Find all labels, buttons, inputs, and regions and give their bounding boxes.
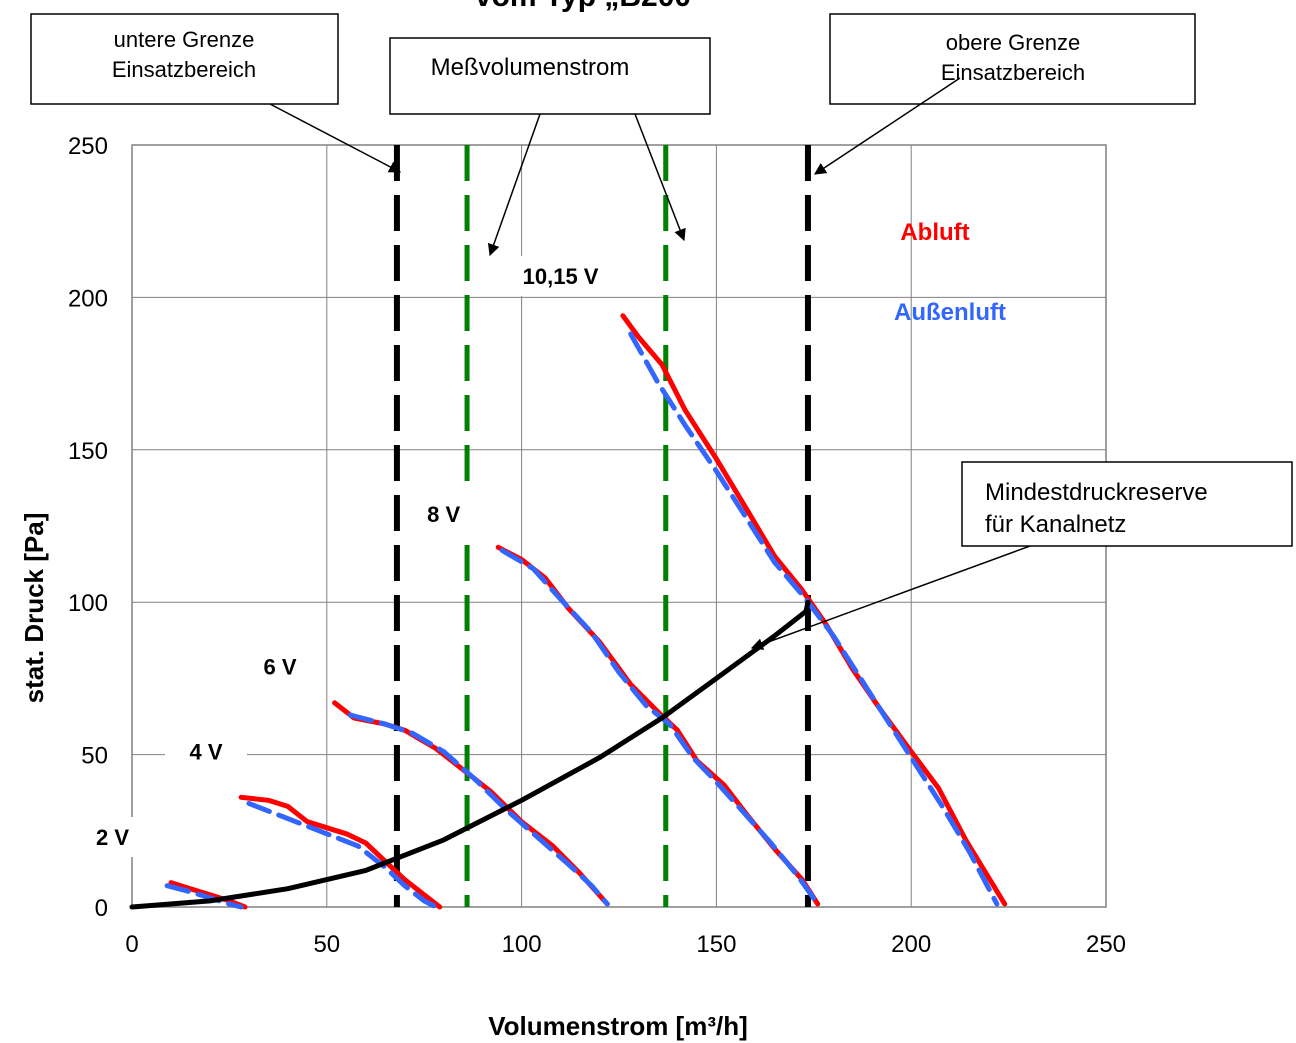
svg-text:untere Grenze: untere Grenze <box>114 27 255 52</box>
y-tick-label-1: 50 <box>81 743 108 770</box>
x-axis-title: Volumenstrom [m³/h] <box>488 1011 748 1041</box>
annotation-obere-grenze: obere Grenze Einsatzbereich <box>829 13 1196 105</box>
svg-text:Einsatzbereich: Einsatzbereich <box>112 57 256 82</box>
x-tick-label-0: 0 <box>125 931 138 958</box>
y-tick-label-5: 250 <box>68 133 108 160</box>
svg-text:Meßvolumenstrom: Meßvolumenstrom <box>431 54 630 81</box>
annotation-untere-grenze: untere Grenze Einsatzbereich <box>30 13 339 105</box>
svg-text:obere Grenze: obere Grenze <box>946 30 1081 55</box>
svg-text:für Kanalnetz: für Kanalnetz <box>985 511 1126 538</box>
y-tick-label-2: 100 <box>68 590 108 617</box>
series-line-4 <box>332 700 610 907</box>
arrow-mindestdruckreserve <box>750 545 1031 650</box>
series-line-5 <box>347 712 610 907</box>
annotation-mindestdruckreserve: Mindestdruckreserve für Kanalnetz <box>961 461 1293 547</box>
series-line-3 <box>246 800 439 910</box>
arrow-messvolumenstrom-left <box>487 113 541 257</box>
x-tick-label-1: 50 <box>313 931 340 958</box>
voltage-label-3: 4 V <box>190 740 223 765</box>
x-tick-label-2: 100 <box>502 931 542 958</box>
voltage-label-bg-2 <box>239 646 322 687</box>
y-axis-title: stat. Druck [Pa] <box>19 513 49 704</box>
voltage-label-bg-4 <box>71 816 154 857</box>
series-line-6 <box>495 544 821 907</box>
chart-title: vom Typ „B200 <box>475 0 691 13</box>
arrow-untere-grenze <box>269 103 402 173</box>
voltage-label-bg-1 <box>402 493 485 534</box>
voltage-label-bg-0 <box>491 256 630 297</box>
y-tick-label-0: 0 <box>95 895 108 922</box>
arrow-obere-grenze <box>813 77 961 175</box>
series-line-10 <box>129 599 811 910</box>
y-tick-label-4: 200 <box>68 285 108 312</box>
x-tick-label-4: 200 <box>891 931 931 958</box>
series-line-7 <box>499 547 821 907</box>
series-lines <box>129 313 1008 910</box>
annotation-messvolumenstrom: Meßvolumenstrom <box>389 37 711 115</box>
voltage-label-4: 2 V <box>96 825 129 850</box>
series-line-1 <box>164 883 244 910</box>
y-tick-label-3: 150 <box>68 438 108 465</box>
legend-abluft: Abluft <box>900 219 969 246</box>
svg-text:Mindestdruckreserve: Mindestdruckreserve <box>985 479 1208 506</box>
series-line-8 <box>620 313 1008 907</box>
voltage-label-bg-3 <box>165 731 248 772</box>
legend-aussenluft: Außenluft <box>894 299 1006 326</box>
x-tick-label-3: 150 <box>696 931 736 958</box>
tick-labels: 0 50 100 150 200 250 0 50 100 150 200 250 <box>68 133 1126 958</box>
voltage-label-2: 6 V <box>264 654 297 679</box>
voltage-label-1: 8 V <box>427 502 460 527</box>
voltage-label-0: 10,15 V <box>523 264 599 289</box>
svg-text:Einsatzbereich: Einsatzbereich <box>941 60 1085 85</box>
series-line-2 <box>238 794 443 910</box>
x-tick-label-5: 250 <box>1086 931 1126 958</box>
voltage-labels: 10,15 V 8 V 6 V 4 V 2 V <box>71 256 630 857</box>
arrow-messvolumenstrom-right <box>634 113 686 242</box>
series-line-9 <box>628 331 1000 907</box>
annotation-arrows <box>269 77 1031 650</box>
